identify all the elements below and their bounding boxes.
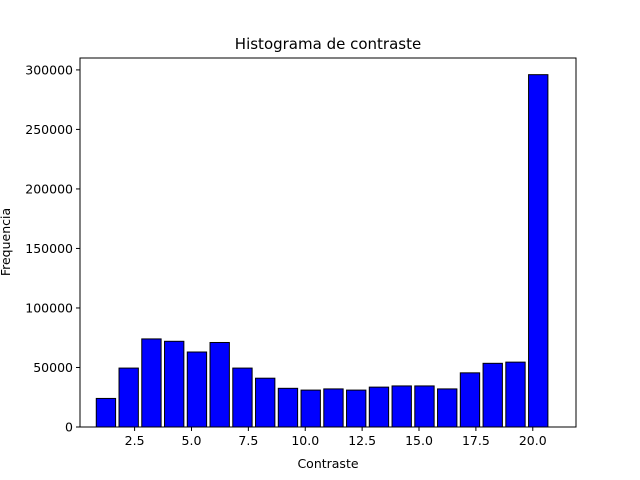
histogram-bar: [186, 351, 208, 428]
y-axis-ticks: 0 50000 100000 150000 200000 250000 300000: [25, 62, 80, 435]
x-tick-label: 15.0: [405, 433, 433, 448]
histogram-bar: [437, 388, 458, 428]
histogram-bar: [209, 341, 230, 428]
histogram-bar: [482, 362, 503, 428]
x-tick-label: 2.5: [125, 433, 145, 448]
histogram-bar: [414, 385, 435, 428]
y-tick-label: 100000: [25, 300, 73, 315]
histogram-bar: [346, 389, 367, 428]
y-tick-label: 50000: [33, 360, 73, 375]
x-tick-label: 12.5: [348, 433, 376, 448]
histogram-bar: [277, 387, 299, 428]
y-tick-label: 150000: [25, 241, 73, 256]
histogram-bar: [505, 361, 526, 428]
histogram-bar: [95, 397, 117, 428]
histogram-bar: [141, 338, 162, 428]
y-axis-label: Frequencia: [0, 208, 13, 276]
y-tick-label: 0: [65, 420, 73, 435]
y-tick-label: 200000: [25, 181, 73, 196]
x-tick-label: 10.0: [291, 433, 319, 448]
x-tick-label: 20.0: [519, 433, 547, 448]
histogram-bar: [368, 386, 390, 428]
bars-group: [95, 74, 549, 428]
x-tick-label: 5.0: [182, 433, 202, 448]
plot-frame: [79, 57, 577, 428]
chart-title: Histograma de contraste: [235, 35, 421, 53]
histogram-bar: [300, 389, 321, 428]
histogram-bar: [459, 372, 481, 428]
histogram-bar: [232, 367, 253, 428]
x-tick-label: 7.5: [238, 433, 258, 448]
histogram-bar: [255, 377, 276, 428]
histogram-bar: [528, 74, 549, 428]
y-tick-label: 300000: [25, 62, 73, 77]
histogram-bar: [164, 340, 185, 428]
x-axis-label: Contraste: [297, 456, 358, 471]
y-tick-label: 250000: [25, 122, 73, 137]
x-tick-label: 17.5: [462, 433, 490, 448]
histogram-bar: [391, 385, 412, 428]
histogram-bar: [118, 367, 139, 428]
x-axis-ticks: 2.5 5.0 7.5 10.0 12.5 15.0 17.5 20.0: [125, 427, 547, 448]
histogram-bar: [323, 388, 344, 428]
